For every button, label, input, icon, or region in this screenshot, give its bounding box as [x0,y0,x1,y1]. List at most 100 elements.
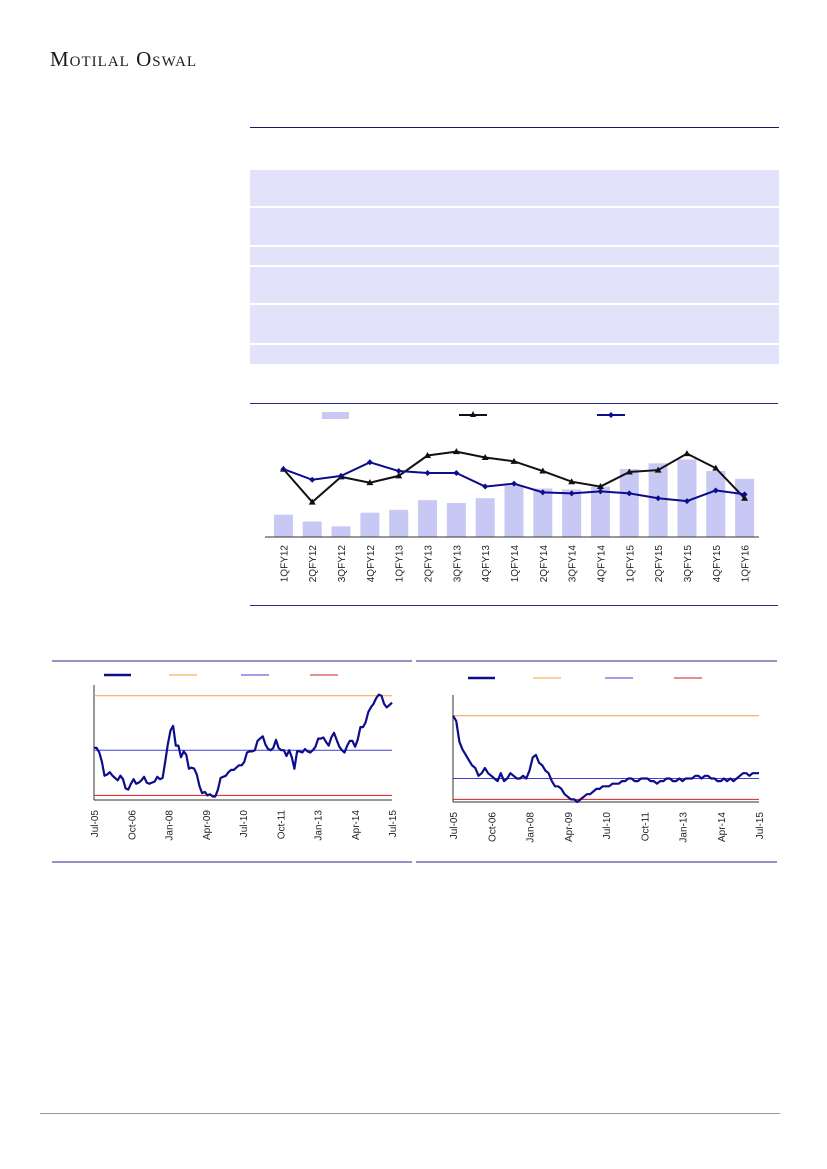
x-tick-label: 4QFY15 [712,545,723,583]
legend-diamond-marker [608,412,614,418]
pb-band-x-tick-label: Apr-09 [564,812,575,842]
x-tick-label: 1QFY15 [625,545,636,583]
chart-frame-top [250,403,778,404]
pe-band-x-tick-label: Apr-09 [202,810,213,840]
x-tick-label: 2QFY14 [539,545,550,583]
series-navy-point-2QFY13 [424,469,431,476]
table-row [250,208,779,245]
x-tick-label: 1QFY16 [741,545,752,583]
bar-1QFY12 [273,514,293,537]
pe-band-x-tick-label: Oct-06 [127,810,138,840]
bar-1QFY13 [389,509,409,537]
series-navy-point-2QFY15 [655,495,662,502]
series-navy-point-1QFY16 [741,491,748,498]
x-tick-label: 2QFY13 [424,545,435,583]
series-navy-point-1QFY13 [395,468,402,475]
x-tick-label: 4QFY12 [366,545,377,583]
series-black-point-4QFY13 [481,453,489,460]
pb-band-main-series [452,715,759,804]
pb-band-x-tick-label: Jul-10 [602,812,613,840]
series-black-point-1QFY15 [625,468,633,475]
pe-band-main-series [94,693,393,798]
pe-band-x-tick-label: Jan-08 [165,810,176,841]
pb-band-x-tick-label: Jan-13 [679,812,690,843]
series-navy-point-3QFY14 [568,490,575,497]
legend-bar-swatch [322,412,349,419]
pe-band-x-tick-label: Oct-11 [276,810,287,840]
series-navy-point-1QFY12 [280,466,287,473]
x-tick-label: 4QFY14 [596,545,607,583]
series-navy-point-3QFY15 [683,498,690,505]
x-tick-label: 1QFY13 [395,545,406,583]
series-black-point-2QFY15 [654,466,662,473]
table-row [250,345,779,364]
bar-2QFY14 [533,488,553,537]
series-black-point-4QFY14 [596,483,604,490]
footer-rule [40,1113,780,1114]
series-navy-point-1QFY15 [626,490,633,497]
bar-2QFY12 [302,521,322,537]
table-row [250,305,779,343]
series-black-point-1QFY14 [510,457,518,464]
pe-band-x-tick-label: Jul-10 [239,810,250,838]
chart-frame-bottom [250,605,778,606]
x-tick-label: 2QFY12 [308,545,319,583]
pe-band-x-tick-label: Jul-15 [388,810,399,838]
series-navy-point-2QFY12 [309,476,316,483]
bar-1QFY15 [619,469,639,537]
pb-band-x-tick-label: Jul-15 [755,812,766,840]
series-navy-point-3QFY13 [453,469,460,476]
series-black-point-3QFY13 [452,448,460,455]
x-tick-label: 3QFY12 [337,545,348,583]
bar-1QFY16 [735,478,755,537]
series-navy-point-2QFY14 [539,489,546,496]
series-navy-point-4QFY13 [482,483,489,490]
section-rule [250,127,779,128]
series-black-point-4QFY12 [366,479,374,486]
series-navy-point-1QFY14 [511,480,517,487]
x-tick-label: 3QFY13 [452,545,463,583]
series-black-point-4QFY15 [712,464,720,471]
bar-3QFY14 [562,489,582,537]
series-navy-point-4QFY14 [597,488,604,495]
series-black-point-1QFY16 [741,494,749,501]
brand-logo: Motilal Oswal [50,47,198,71]
bar-4QFY15 [706,471,726,537]
pb-band-x-tick-label: Apr-14 [717,812,728,842]
data-table [250,170,779,364]
legend-triangle-marker [470,411,476,417]
series-black-point-2QFY13 [424,452,432,459]
bar-3QFY12 [331,526,351,537]
series-navy-point-4QFY12 [366,459,373,466]
bar-4QFY12 [360,512,380,537]
table-row [250,170,779,206]
x-tick-label: 1QFY14 [510,545,521,583]
series-black-point-2QFY14 [539,467,547,474]
x-tick-label: 3QFY14 [568,545,579,583]
x-tick-label: 3QFY15 [683,545,694,583]
series-black-point-3QFY15 [683,450,691,457]
bar-1QFY14 [504,485,524,537]
bar-4QFY13 [475,498,495,537]
pe-band-x-tick-label: Apr-14 [351,810,362,840]
series-navy-point-4QFY15 [712,487,719,494]
bar-2QFY13 [418,500,438,537]
pe-band-x-tick-label: Jan-13 [314,810,325,841]
table-row [250,247,779,265]
bar-3QFY13 [446,503,466,537]
bar-4QFY14 [590,486,610,537]
pb-band-x-tick-label: Jan-08 [526,812,537,843]
x-tick-label: 2QFY15 [654,545,665,583]
table-row [250,267,779,303]
series-black-point-3QFY14 [568,478,576,485]
pb-band-x-tick-label: Oct-06 [487,812,498,842]
x-tick-label: 1QFY12 [279,545,290,583]
pe-band-x-tick-label: Jul-05 [90,810,101,838]
pb-band-x-tick-label: Jul-05 [449,812,460,840]
series-navy-point-3QFY12 [338,472,345,479]
x-tick-label: 4QFY13 [481,545,492,583]
pb-band-x-tick-label: Oct-11 [640,812,651,842]
series-black-point-2QFY12 [308,498,316,505]
series-black-point-1QFY13 [395,472,403,479]
